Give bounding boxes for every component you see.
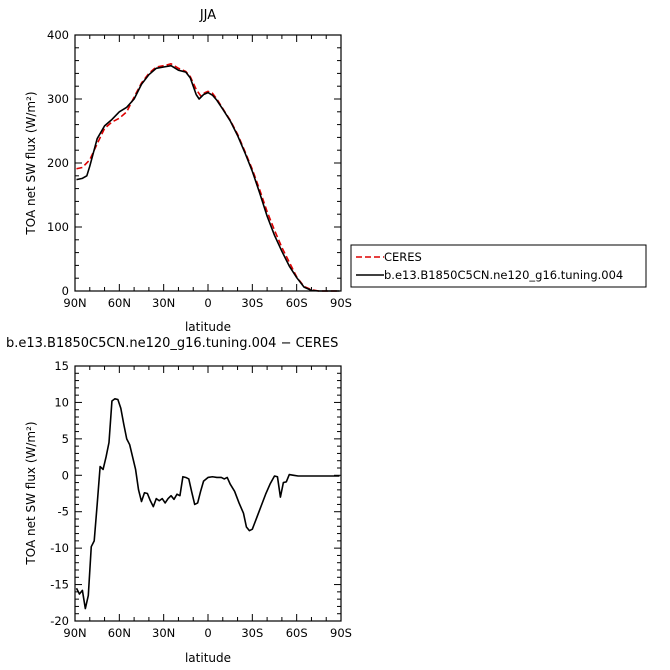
y-tick-label: 300 (47, 92, 69, 106)
y-tick-label: 10 (54, 395, 69, 409)
y-tick-label: -5 (58, 505, 69, 519)
top-panel: JJA 90N 60N 30N 0 30S 60S 90S 0 100 200 300 400 la… (24, 8, 352, 334)
series-line-ceres (76, 63, 340, 292)
x-tick-label: 90N (63, 296, 86, 310)
bottom-y-ticks: -20 -15 -10 -5 0 5 10 15 (50, 359, 341, 628)
y-tick-label: -15 (50, 578, 69, 592)
bottom-y-axis-label: TOA net SW flux (W/m²) (24, 421, 38, 565)
top-title: JJA (199, 8, 216, 23)
y-tick-label: 100 (47, 220, 69, 234)
x-tick-label: 30S (241, 296, 263, 310)
x-tick-label: 60N (108, 296, 131, 310)
top-y-axis-label: TOA net SW flux (W/m²) (24, 91, 38, 235)
bottom-plot-frame (74, 365, 342, 622)
x-tick-label: 60S (286, 296, 308, 310)
top-x-axis-label: latitude (185, 320, 231, 334)
legend-model-label: b.e13.B1850C5CN.ne120_g16.tuning.004 (384, 268, 623, 282)
y-tick-label: 0 (62, 468, 69, 482)
y-tick-label: 400 (47, 28, 69, 42)
top-series-group (76, 63, 340, 292)
legend: CERES b.e13.B1850C5CN.ne120_g16.tuning.0… (350, 244, 647, 288)
y-tick-label: 5 (62, 432, 69, 446)
x-tick-label: 60N (108, 626, 131, 640)
x-tick-label: 30S (241, 626, 263, 640)
x-tick-label: 30N (152, 296, 175, 310)
legend-box (350, 244, 647, 288)
y-tick-label: -20 (50, 614, 69, 628)
bottom-x-ticks: 90N 60N 30N 0 30S 60S 90S (63, 366, 352, 640)
top-x-ticks: 90N 60N 30N 0 30S 60S 90S (63, 35, 352, 310)
series-line-difference (75, 397, 340, 610)
x-tick-label: 90N (63, 626, 86, 640)
y-tick-label: -10 (50, 541, 69, 555)
x-tick-label: 0 (204, 296, 211, 310)
series-line-model (76, 64, 340, 292)
x-tick-label: 90S (330, 626, 352, 640)
x-tick-label: 90S (330, 296, 352, 310)
y-tick-label: 0 (62, 284, 69, 298)
bottom-title: b.e13.B1850C5CN.ne120_g16.tuning.004 − C… (6, 336, 338, 351)
x-tick-label: 0 (204, 626, 211, 640)
y-tick-label: 15 (54, 359, 69, 373)
top-plot-frame (74, 34, 342, 292)
top-y-ticks: 0 100 200 300 400 (47, 28, 341, 298)
y-tick-label: 200 (47, 156, 69, 170)
legend-ceres-label: CERES (384, 250, 422, 264)
x-tick-label: 60S (286, 626, 308, 640)
bottom-panel: b.e13.B1850C5CN.ne120_g16.tuning.004 − C… (6, 336, 352, 665)
x-tick-label: 30N (152, 626, 175, 640)
bottom-series-group (75, 397, 340, 610)
bottom-x-axis-label: latitude (185, 651, 231, 665)
